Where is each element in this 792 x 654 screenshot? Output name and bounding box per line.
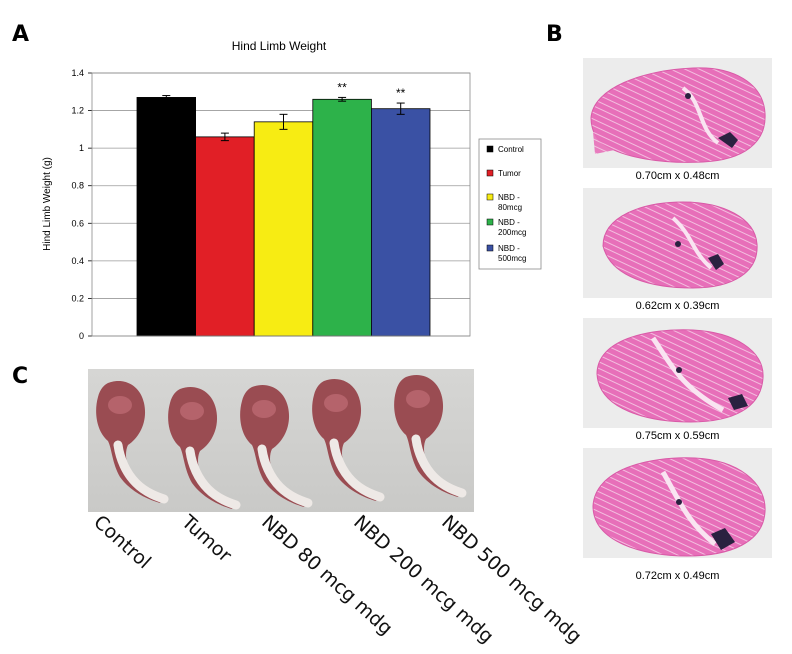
- bar-5: [370, 108, 431, 337]
- panel-label-a: A: [12, 22, 30, 47]
- panel-label-c: C: [12, 364, 29, 389]
- y-tick-label: 1: [79, 143, 84, 153]
- legend-label: NBD -: [498, 244, 520, 253]
- legend-swatch: [486, 193, 494, 201]
- legend-label: 200mcg: [498, 228, 526, 237]
- y-tick-label: 0.6: [71, 218, 84, 228]
- histology-caption-4: 0.72cm x 0.49cm: [635, 570, 720, 582]
- panel-label-b: B: [546, 22, 563, 47]
- significance-mark: **: [337, 80, 347, 94]
- y-tick-label: 1.2: [71, 106, 84, 116]
- legend-label: Tumor: [498, 169, 521, 178]
- histology-section-4: [583, 448, 772, 558]
- legend-label: 500mcg: [498, 254, 526, 263]
- histology-section-2: [583, 188, 772, 298]
- bar-4: [312, 98, 372, 337]
- legend-label: 80mcg: [498, 203, 522, 212]
- bar-1: [136, 97, 196, 337]
- y-tick-label: 0.4: [71, 256, 84, 266]
- y-tick-label: 0.8: [71, 181, 84, 191]
- plot-area: [91, 72, 471, 337]
- legend-label: Control: [498, 145, 524, 154]
- legend-swatch: [486, 169, 494, 177]
- legend-swatch: [486, 145, 494, 153]
- bar-3: [253, 121, 314, 337]
- legend-swatch: [486, 218, 494, 226]
- y-tick-label: 1.4: [71, 68, 84, 78]
- histology-caption-1: 0.70cm x 0.48cm: [635, 170, 720, 182]
- photo-label-control: Control: [89, 511, 156, 574]
- bar-chart: Hind Limb Weight ** ** 0 0.2 0.4 0.6 0.8 1 1.2 1…: [42, 39, 542, 341]
- photo-label-tumor: Tumor: [177, 511, 236, 567]
- histology-section-3: [583, 318, 772, 428]
- y-tick-label: 0.2: [71, 293, 84, 303]
- legend-label: NBD -: [498, 193, 520, 202]
- chart-title: Hind Limb Weight: [232, 39, 327, 53]
- y-tick-label: 0: [79, 331, 84, 341]
- hind-limb-photo: [88, 369, 474, 512]
- y-axis-label: Hind Limb Weight (g): [42, 157, 53, 251]
- bar-2: [195, 136, 255, 337]
- significance-mark: **: [396, 86, 406, 100]
- histology-section-1: [583, 58, 772, 168]
- histology-caption-2: 0.62cm x 0.39cm: [635, 300, 720, 312]
- legend-label: NBD -: [498, 218, 520, 227]
- histology-caption-3: 0.75cm x 0.59cm: [635, 430, 720, 442]
- legend-swatch: [486, 244, 494, 252]
